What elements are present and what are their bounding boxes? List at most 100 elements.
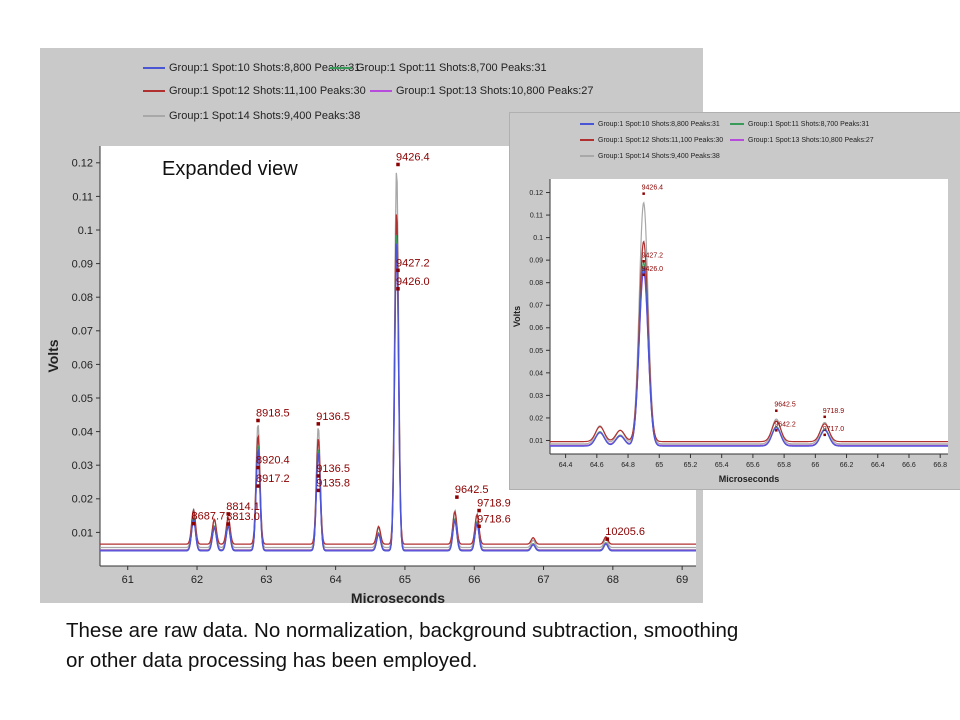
legend-swatch-spot10: [143, 67, 165, 70]
legend-label-spot12: Group:1 Spot:12 Shots:11,100 Peaks:30: [598, 137, 724, 144]
peak-label: 9718.9: [823, 408, 845, 415]
x-tick-label: 64.6: [590, 462, 604, 469]
peak-label: 9427.2: [642, 252, 664, 259]
x-axis-title: Microseconds: [351, 590, 445, 606]
peak-label: 8917.2: [256, 473, 290, 485]
peak-marker: [396, 162, 400, 167]
peak-marker: [775, 409, 778, 412]
x-tick-label: 67: [537, 574, 549, 586]
x-tick-label: 65.4: [715, 462, 729, 469]
peak-label: 9642.2: [774, 421, 796, 428]
y-tick-label: 0.12: [529, 190, 543, 197]
x-axis-title: Microseconds: [719, 474, 780, 484]
peak-marker: [605, 537, 610, 541]
x-tick-label: 65: [399, 574, 411, 586]
peak-marker: [226, 512, 230, 516]
x-tick-label: 64.8: [621, 462, 635, 469]
peak-marker: [256, 418, 260, 423]
peak-label: 8814.1: [226, 501, 260, 513]
y-tick-label: 0.12: [72, 158, 93, 170]
peak-label: 9718.6: [477, 513, 511, 525]
caption-line-1: These are raw data. No normalization, ba…: [66, 619, 739, 642]
y-tick-label: 0.05: [72, 393, 93, 405]
x-tick-label: 65.2: [684, 462, 698, 469]
peak-label: 10205.6: [605, 526, 645, 538]
x-tick-label: 66: [468, 574, 480, 586]
caption-text: These are raw data. No normalization, ba…: [66, 616, 926, 676]
x-tick-label: 66.6: [902, 462, 916, 469]
y-tick-label: 0.03: [529, 393, 543, 400]
x-tick-label: 61: [122, 574, 134, 586]
legend-label-spot14: Group:1 Spot:14 Shots:9,400 Peaks:38: [169, 110, 361, 122]
x-tick-label: 66.4: [871, 462, 885, 469]
series-line-spot10: [550, 266, 948, 447]
y-tick-label: 0.03: [72, 460, 93, 472]
peak-marker: [256, 465, 260, 470]
y-tick-label: 0.06: [72, 359, 93, 371]
y-tick-label: 0.02: [72, 494, 93, 506]
legend-entry-spot12: Group:1 Spot:12 Shots:11,100 Peaks:30: [580, 137, 723, 144]
peak-label: 9136.5: [316, 463, 350, 475]
peak-label: 9135.8: [316, 477, 350, 489]
peak-marker: [823, 433, 826, 437]
legend-label-spot13: Group:1 Spot:13 Shots:10,800 Peaks:27: [396, 85, 594, 97]
peak-marker: [226, 522, 230, 526]
y-tick-label: 0.04: [72, 426, 93, 438]
peak-marker: [316, 488, 321, 493]
y-tick-label: 0.06: [529, 325, 543, 332]
legend-swatch-spot12: [143, 90, 165, 93]
y-tick-label: 0.07: [72, 326, 93, 338]
expanded-view-label: Expanded view: [162, 158, 298, 180]
legend-entry-spot11: Group:1 Spot:11 Shots:8,700 Peaks:31: [330, 62, 547, 74]
x-tick-label: 69: [676, 574, 688, 586]
x-tick-label: 62: [191, 574, 203, 586]
x-tick-label: 63: [260, 574, 272, 586]
peak-label: 8920.4: [256, 455, 290, 467]
y-tick-label: 0.02: [529, 415, 543, 422]
legend-swatch-spot10: [580, 123, 594, 126]
x-tick-label: 65: [655, 462, 663, 469]
peak-label: 9717.0: [823, 426, 845, 433]
peak-marker: [455, 495, 459, 499]
legend-label-spot11: Group:1 Spot:11 Shots:8,700 Peaks:31: [356, 62, 547, 74]
x-tick-label: 65.6: [746, 462, 760, 469]
x-tick-label: 66: [811, 462, 819, 469]
peak-label: 8813.0: [226, 511, 260, 523]
legend-swatch-spot13: [730, 139, 744, 142]
legend-label-spot10: Group:1 Spot:10 Shots:8,800 Peaks:31: [169, 62, 361, 74]
y-tick-label: 0.1: [78, 225, 93, 237]
legend-entry-spot10: Group:1 Spot:10 Shots:8,800 Peaks:31: [580, 121, 720, 128]
peak-marker: [256, 484, 260, 488]
legend-swatch-spot13: [370, 90, 392, 93]
peak-marker: [823, 415, 826, 419]
y-tick-label: 0.09: [529, 258, 543, 265]
peak-marker: [477, 524, 481, 529]
y-axis-title: Volts: [45, 339, 61, 372]
peak-marker: [316, 474, 321, 478]
legend-entry-spot14: Group:1 Spot:14 Shots:9,400 Peaks:38: [143, 110, 360, 122]
peak-marker: [396, 287, 400, 291]
y-tick-label: 0.11: [530, 213, 543, 220]
legend-swatch-spot14: [143, 115, 165, 118]
legend-label-spot13: Group:1 Spot:13 Shots:10,800 Peaks:27: [748, 137, 874, 144]
legend-label-spot11: Group:1 Spot:11 Shots:8,700 Peaks:31: [748, 121, 870, 128]
y-axis-title: Volts: [512, 306, 522, 327]
x-tick-label: 64.4: [559, 462, 573, 469]
peak-marker: [396, 268, 400, 273]
y-tick-label: 0.04: [529, 370, 543, 377]
legend-entry-spot11: Group:1 Spot:11 Shots:8,700 Peaks:31: [730, 121, 869, 128]
inset-chart-plot: 64.4 64.6 64.8 65 65.2 65.4 65.6 65.8 66 66.2 66.4…: [512, 179, 948, 484]
legend-label-spot14: Group:1 Spot:14 Shots:9,400 Peaks:38: [598, 153, 720, 160]
y-tick-label: 0.08: [529, 280, 543, 287]
peak-label: 9426.4: [396, 151, 430, 163]
peak-label: 9718.9: [477, 498, 511, 510]
x-tick-label: 66.8: [933, 462, 947, 469]
y-tick-label: 0.09: [72, 258, 93, 270]
legend-label-spot12: Group:1 Spot:12 Shots:11,100 Peaks:30: [169, 85, 366, 97]
legend-entry-spot14: Group:1 Spot:14 Shots:9,400 Peaks:38: [580, 153, 720, 160]
y-tick-label: 0.07: [529, 303, 543, 310]
plot-area: [550, 179, 948, 454]
peak-marker: [316, 422, 321, 426]
peak-label: 9427.2: [396, 257, 430, 269]
x-tick-label: 65.8: [777, 462, 791, 469]
